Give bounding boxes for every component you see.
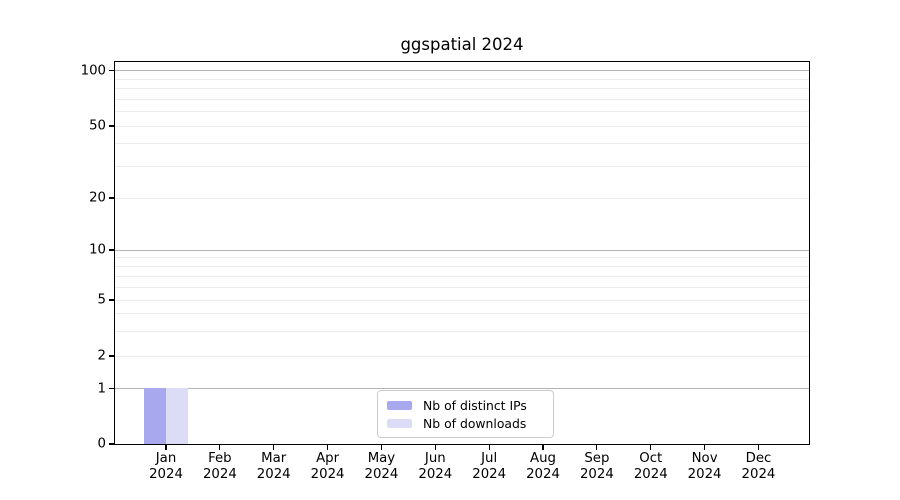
plot-area: [114, 61, 810, 445]
grid-line-minor: [115, 98, 809, 100]
grid-line-minor: [115, 111, 809, 113]
grid-line-minor: [115, 257, 809, 259]
y-tick: [109, 125, 114, 127]
legend-swatch: [387, 418, 412, 428]
y-tick-label: 10: [89, 242, 106, 258]
grid-line-major: [115, 70, 809, 72]
grid-line-minor: [115, 299, 809, 301]
y-tick: [109, 299, 114, 301]
x-tick-label: May 2024: [364, 451, 399, 482]
grid-line-minor: [115, 197, 809, 199]
grid-line-minor: [115, 143, 809, 145]
x-tick-label: Jan 2024: [149, 451, 183, 482]
x-tick-label: Nov 2024: [687, 451, 722, 482]
x-tick-label: Feb 2024: [202, 451, 237, 482]
x-tick: [596, 445, 598, 450]
bar-nb-of-downloads: [165, 388, 188, 444]
y-tick-label: 100: [80, 62, 106, 78]
grid-line-minor: [115, 286, 809, 288]
legend-item: Nb of distinct IPs: [387, 396, 545, 414]
legend-swatch: [387, 400, 412, 410]
x-tick: [219, 445, 221, 450]
legend: Nb of distinct IPs Nb of downloads: [377, 390, 554, 438]
x-tick: [542, 445, 544, 450]
grid-line-major: [115, 388, 809, 390]
bar-nb-of-distinct-ips: [143, 388, 166, 444]
y-tick: [109, 443, 114, 445]
grid-line-minor: [115, 265, 809, 267]
chart-title: ggspatial 2024: [400, 35, 524, 54]
x-tick-label: Sep 2024: [579, 451, 614, 482]
x-tick-label: Oct 2024: [633, 451, 668, 482]
y-tick-label: 50: [89, 118, 106, 134]
grid-line-minor: [115, 313, 809, 315]
y-tick-label: 0: [97, 436, 106, 452]
x-tick-label: Mar 2024: [256, 451, 291, 482]
legend-item-label: Nb of distinct IPs: [423, 397, 527, 413]
x-tick: [488, 445, 490, 450]
grid-line-major: [115, 249, 809, 251]
y-tick-label: 1: [97, 380, 106, 396]
x-tick-label: Aug 2024: [526, 451, 560, 482]
x-tick-label: Dec 2024: [741, 451, 776, 482]
x-tick: [434, 445, 436, 450]
y-tick: [109, 69, 114, 72]
y-tick: [109, 197, 114, 199]
x-tick-label: Apr 2024: [310, 451, 345, 482]
legend-item: Nb of downloads: [387, 414, 545, 432]
x-tick: [757, 445, 760, 450]
y-tick-label: 2: [97, 348, 106, 364]
x-tick: [326, 445, 329, 450]
grid-line-minor: [115, 331, 809, 333]
grid-line-minor: [115, 78, 809, 80]
y-tick: [109, 249, 114, 251]
y-tick: [109, 355, 114, 357]
grid-line-minor: [115, 275, 809, 277]
grid-line-minor: [115, 165, 809, 167]
x-tick-label: Jul 2024: [472, 451, 507, 482]
legend-item-label: Nb of downloads: [423, 415, 527, 431]
grid-line-minor: [115, 355, 809, 357]
x-tick: [273, 445, 275, 450]
y-tick-label: 20: [89, 190, 106, 206]
x-tick: [704, 445, 706, 450]
x-tick: [380, 445, 383, 450]
y-tick-label: 5: [97, 292, 106, 308]
x-tick: [165, 445, 167, 450]
x-tick: [650, 445, 652, 450]
grid-line-minor: [115, 125, 809, 127]
grid-line-minor: [115, 88, 809, 90]
y-tick: [109, 387, 114, 390]
x-tick-label: Jun 2024: [418, 451, 453, 482]
